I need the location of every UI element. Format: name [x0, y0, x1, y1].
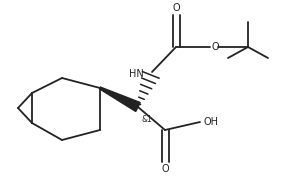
Text: O: O [161, 164, 169, 174]
Text: OH: OH [203, 117, 218, 127]
Text: HN: HN [129, 69, 144, 79]
Text: O: O [212, 42, 220, 52]
Text: O: O [172, 3, 180, 13]
Text: &1: &1 [142, 115, 153, 124]
Polygon shape [100, 87, 140, 112]
